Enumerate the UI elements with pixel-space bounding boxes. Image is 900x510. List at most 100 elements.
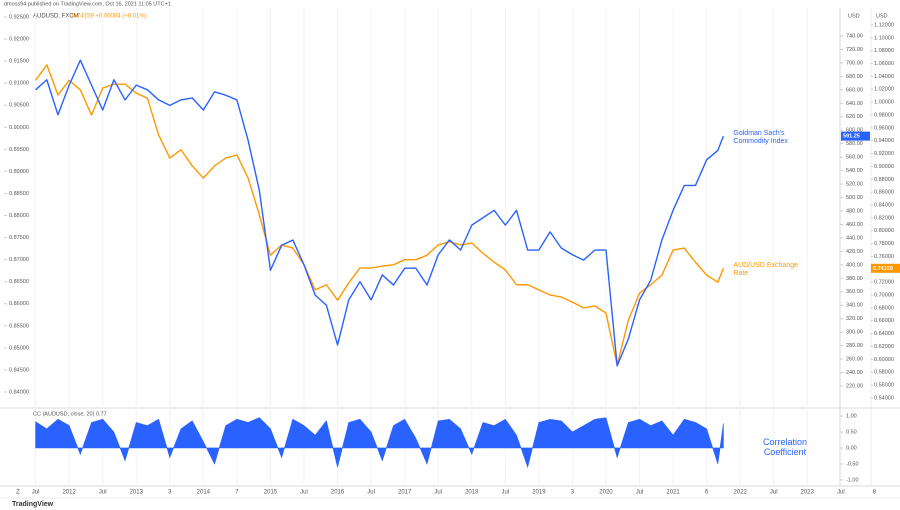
y2-tick-label: 0.94000 (874, 138, 894, 144)
y-tick-label: 620.00 (846, 114, 863, 120)
left-tick-label: 0.88000 (9, 213, 29, 219)
y2-tick-label: 0.92000 (874, 151, 894, 157)
y-tick-label: 300.00 (846, 330, 863, 336)
y2-tick-label: 0.72000 (874, 280, 894, 286)
x-tick-label: 2012 (62, 490, 76, 496)
y2-tick-label: 1.04000 (874, 74, 894, 80)
x-tick-label: Jul (837, 490, 845, 496)
x-tick-label: Jul (300, 490, 308, 496)
price-tag (841, 131, 870, 141)
symbol: AUDUSD, FXCM (33, 14, 79, 20)
left-tick-label: 0.90000 (9, 125, 29, 131)
left-tick-label: 0.88500 (9, 191, 29, 197)
x-tick-label: 3 (168, 490, 172, 496)
price-tag-label: 591.25 (843, 134, 860, 140)
y2-tick-label: 0.98000 (874, 112, 894, 118)
series-line (35, 64, 725, 366)
quote: 0.74159 +0.00084 (+0.01%) (72, 14, 147, 20)
x-tick-label: 8 (873, 490, 877, 496)
y2-tick-label: 0.60000 (874, 357, 894, 363)
y2-tick-label: 1.12000 (874, 22, 894, 28)
y-tick-label: 0.50 (846, 429, 857, 435)
y2-tick-label: 0.70000 (874, 292, 894, 298)
left-tick-label: 0.86500 (9, 279, 29, 285)
left-tick-label: 0.87000 (9, 257, 29, 263)
y-tick-label: 1.00 (846, 414, 857, 420)
y-tick-label: 240.00 (846, 370, 863, 376)
series-label: Goldman Sach's Commodity Index (733, 130, 788, 146)
y-tick-label: 320.00 (846, 316, 863, 322)
y-tick-label: 420.00 (846, 249, 863, 255)
x-tick-label: 3 (571, 490, 575, 496)
series-label: AUD/USD Exchange Rate (733, 262, 798, 278)
y2-tick-label: 1.06000 (874, 61, 894, 67)
y-tick-label: 560.00 (846, 155, 863, 161)
y2-tick-label: 0.82000 (874, 215, 894, 221)
left-tick-label: 0.91000 (9, 81, 29, 87)
y-tick-label: 0.00 (846, 445, 857, 451)
y2-tick-label: 0.58000 (874, 370, 894, 376)
indicator-annotation: Correlation Coefficient (762, 437, 808, 457)
y-tick-label: 340.00 (846, 303, 863, 309)
y2-tick-label: 0.96000 (874, 125, 894, 131)
y-tick-label: 540.00 (846, 168, 863, 174)
left-tick-label: 0.92500 (9, 14, 29, 20)
left-tick-label: 0.90500 (9, 103, 29, 109)
y2-tick-label: 0.66000 (874, 318, 894, 324)
x-tick-label: 2023 (801, 490, 815, 496)
y2-tick-label: 1.02000 (874, 87, 894, 93)
y-tick-label: 700.00 (846, 60, 863, 66)
left-tick-label: 0.85000 (9, 345, 29, 351)
x-tick-label: 6 (705, 490, 709, 496)
y-tick-label: 680.00 (846, 74, 863, 80)
y2-tick-label: 1.08000 (874, 48, 894, 54)
x-tick-label: 2020 (599, 490, 613, 496)
indicator-title: CC (AUDUSD, close, 20) 0.77 (33, 411, 107, 417)
price-tag-label: 0.74159 (873, 266, 893, 272)
x-tick-label: 7 (235, 490, 239, 496)
left-tick-label: 0.89500 (9, 147, 29, 153)
left-tick-label: 0.85500 (9, 323, 29, 329)
y2-tick-label: 0.84000 (874, 202, 894, 208)
y-tick-label: 480.00 (846, 208, 863, 214)
x-tick-label: 2015 (264, 490, 278, 496)
y-tick-label: -0.50 (846, 461, 859, 467)
y2-tick-label: 0.86000 (874, 190, 894, 196)
y2-tick-label: 0.62000 (874, 344, 894, 350)
y2-tick-label: 0.56000 (874, 383, 894, 389)
y-tick-label: 520.00 (846, 182, 863, 188)
indicator-area (35, 417, 724, 469)
x-tick-label: 2022 (734, 490, 748, 496)
x-tick-label: Jul (32, 490, 40, 496)
x-tick-label: Jul (434, 490, 442, 496)
x-tick-label: Jul (770, 490, 778, 496)
scale-button[interactable]: Z (16, 490, 20, 496)
y2-tick-label: 0.54000 (874, 395, 894, 401)
x-tick-label: Jul (99, 490, 107, 496)
y2-tick-label: 1.00000 (874, 100, 894, 106)
publisher-line: dmoss94 published on TradingView.com, Oc… (4, 1, 171, 7)
y-tick-label: 400.00 (846, 262, 863, 268)
y-tick-label: 440.00 (846, 235, 863, 241)
y2-tick-label: 0.78000 (874, 241, 894, 247)
x-tick-label: 2017 (398, 490, 412, 496)
left-tick-label: 0.89000 (9, 169, 29, 175)
y-tick-label: 740.00 (846, 33, 863, 39)
x-tick-label: Jul (501, 490, 509, 496)
left-tick-label: 0.87500 (9, 235, 29, 241)
x-tick-label: 2016 (331, 490, 345, 496)
y2-tick-label: 0.76000 (874, 254, 894, 260)
y2-axis-unit: USD (876, 13, 888, 19)
y-tick-label: 580.00 (846, 141, 863, 147)
brand: TradingView (12, 501, 54, 508)
left-tick-label: 0.86000 (9, 301, 29, 307)
x-tick-label: 2021 (666, 490, 680, 496)
y2-tick-label: 0.80000 (874, 228, 894, 234)
y-axis-unit: USD (848, 13, 860, 19)
left-tick-label: 0.84000 (9, 389, 29, 395)
price-tag (871, 263, 900, 273)
y-tick-label: 640.00 (846, 101, 863, 107)
left-tick-label: 0.84500 (9, 367, 29, 373)
